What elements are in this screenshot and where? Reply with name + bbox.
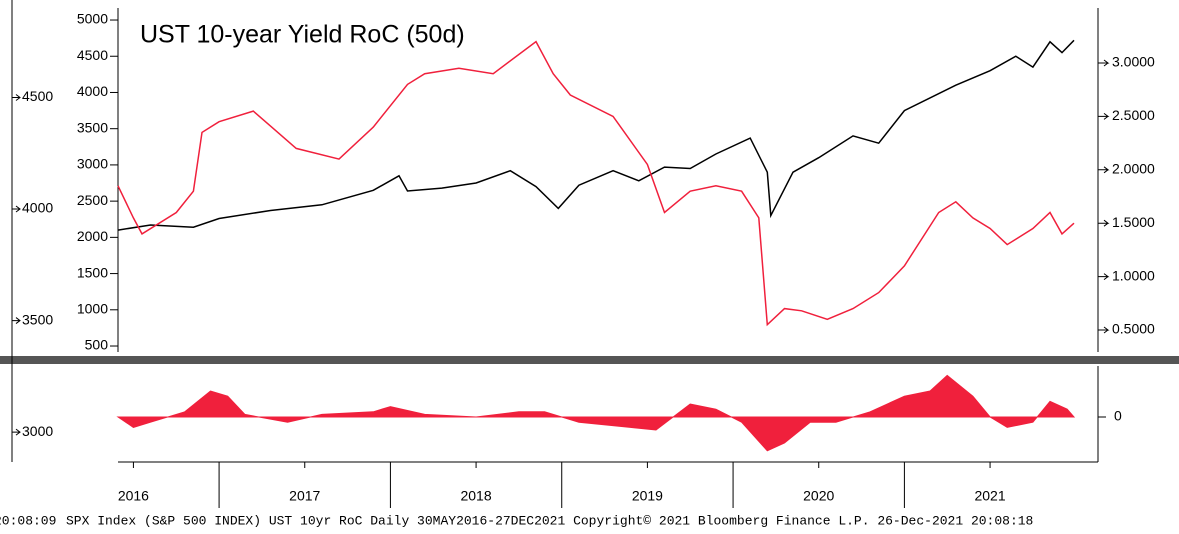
x-tick-label: 2020 — [803, 488, 834, 504]
y-tick-label: 5000 — [77, 11, 108, 27]
y2-tick — [1098, 59, 1110, 67]
series-line — [117, 39, 1075, 231]
y2-tick-label: 0.5000 — [1112, 321, 1155, 337]
y2-tick — [1098, 219, 1110, 227]
y2-tick — [1098, 273, 1110, 281]
x-tick-label: 2018 — [460, 488, 491, 504]
chart-title: UST 10-year Yield RoC (50d) — [140, 21, 465, 49]
y2-tick — [1098, 166, 1110, 174]
y-tick-label: 3000 — [77, 156, 108, 172]
series-line — [117, 40, 1075, 327]
y2-tick-label: 2.5000 — [1112, 107, 1155, 123]
y2-tick-label: 3.0000 — [1112, 54, 1155, 70]
y2-tick — [1098, 113, 1110, 120]
y3-tick — [12, 205, 21, 213]
x-tick-label: 2017 — [289, 488, 320, 504]
x-tick-label: 2021 — [974, 488, 1005, 504]
footer-time: 20:08:09 — [0, 513, 56, 528]
y3-tick — [12, 428, 21, 436]
y2-tick — [1098, 326, 1110, 334]
y3-tick-label: 4500 — [22, 88, 53, 104]
y-tick-label: 4000 — [77, 83, 108, 99]
y3-tick — [12, 317, 21, 324]
x-tick-label: 2019 — [632, 488, 663, 504]
y2-tick-label: 1.0000 — [1112, 267, 1155, 283]
y2-tick-label: 2.0000 — [1112, 161, 1155, 177]
lower-y-tick-label: 0 — [1114, 408, 1122, 424]
y-tick-label: 3500 — [77, 119, 108, 135]
x-tick-label: 2016 — [118, 488, 149, 504]
y-tick-label: 1500 — [77, 264, 108, 280]
y3-tick-label: 3500 — [22, 311, 53, 327]
panel-divider — [0, 356, 1179, 364]
y3-tick — [12, 94, 21, 101]
y-tick-label: 4500 — [77, 47, 108, 63]
y-tick-label: 1000 — [77, 300, 108, 316]
y-tick-label: 500 — [85, 337, 109, 353]
y2-tick-label: 1.5000 — [1112, 214, 1155, 230]
y3-tick-label: 3000 — [22, 423, 53, 439]
y-tick-label: 2000 — [77, 228, 108, 244]
y-tick-label: 2500 — [77, 192, 108, 208]
y3-tick-label: 4000 — [22, 200, 53, 216]
footer: SPX Index (S&P 500 INDEX) UST 10yr RoC D… — [66, 513, 1033, 528]
roc-area — [116, 374, 1076, 452]
